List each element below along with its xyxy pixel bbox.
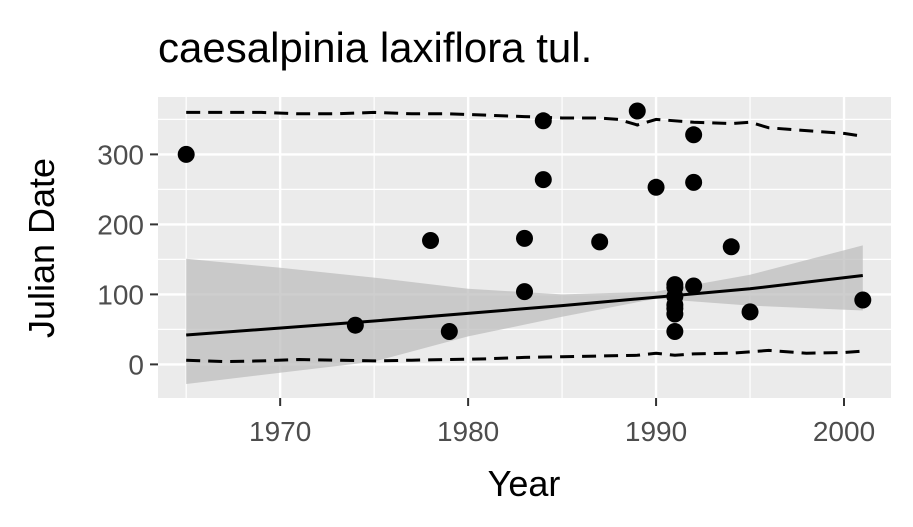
data-point <box>666 305 684 323</box>
data-point <box>685 126 703 144</box>
data-point <box>722 238 740 256</box>
data-point <box>534 171 552 189</box>
chart-title: caesalpinia laxiflora tul. <box>158 24 592 71</box>
x-tick-label: 1980 <box>437 416 499 447</box>
x-tick-label: 1970 <box>249 416 311 447</box>
x-axis: 1970 1980 1990 2000 <box>249 398 875 447</box>
data-point <box>591 233 609 251</box>
data-point <box>534 112 552 130</box>
x-tick-label: 2000 <box>813 416 875 447</box>
data-point <box>177 145 195 163</box>
y-tick-label: 100 <box>97 279 144 310</box>
data-point <box>440 323 458 340</box>
data-point <box>666 323 684 340</box>
lower-dashed-line <box>186 348 863 364</box>
confidence-band <box>186 245 863 384</box>
data-points <box>177 102 872 340</box>
data-point <box>854 291 872 309</box>
data-point <box>516 229 533 247</box>
data-point <box>685 173 703 191</box>
trend-line <box>186 274 863 337</box>
y-axis: 0 100 200 300 <box>97 139 158 380</box>
y-tick-label: 0 <box>128 349 144 380</box>
data-point <box>647 178 665 196</box>
data-point <box>346 316 364 334</box>
x-tick-label: 1990 <box>625 416 687 447</box>
y-tick-label: 300 <box>97 139 144 170</box>
data-point <box>741 303 759 321</box>
upper-dashed-line <box>186 110 864 138</box>
data-point <box>422 232 440 249</box>
y-axis-title: Julian Date <box>21 158 62 338</box>
y-tick-label: 200 <box>97 209 144 240</box>
data-point <box>628 102 646 120</box>
x-axis-title: Year <box>488 463 561 504</box>
data-point <box>516 283 533 301</box>
data-point <box>685 277 703 295</box>
